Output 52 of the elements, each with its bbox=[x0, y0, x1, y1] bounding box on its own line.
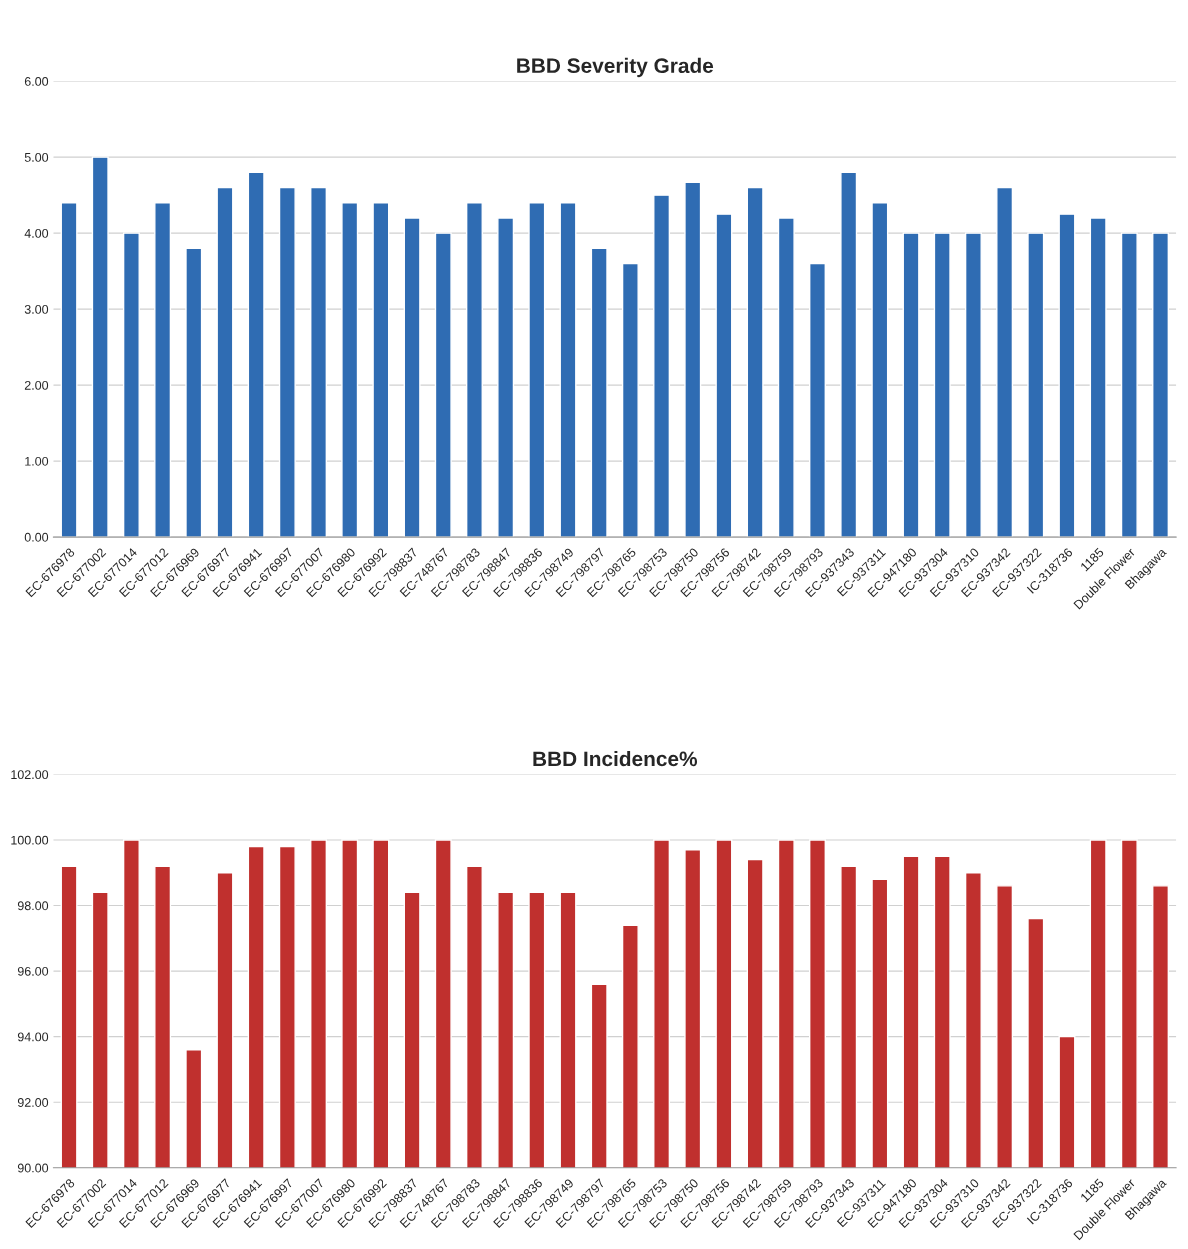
bar bbox=[1152, 232, 1170, 538]
bar bbox=[372, 202, 390, 538]
bar bbox=[684, 181, 702, 538]
y-tick-label: 0.00 bbox=[24, 532, 49, 542]
bar bbox=[216, 186, 234, 538]
bar bbox=[902, 232, 920, 538]
bar bbox=[528, 202, 546, 538]
y-tick-label: 94.00 bbox=[17, 1032, 49, 1042]
bar bbox=[497, 217, 515, 538]
y-tick-label: 4.00 bbox=[24, 228, 49, 238]
bar bbox=[933, 232, 951, 538]
bar bbox=[60, 202, 78, 538]
bar bbox=[1120, 232, 1138, 538]
y-tick-label: 3.00 bbox=[24, 304, 49, 314]
bar bbox=[777, 217, 795, 538]
bar bbox=[91, 156, 109, 538]
bar bbox=[122, 232, 140, 538]
y-tick-label: 92.00 bbox=[17, 1098, 49, 1107]
y-tick-label: 102.00 bbox=[11, 770, 49, 780]
bar bbox=[840, 171, 858, 538]
y-tick-label: 96.00 bbox=[17, 966, 49, 976]
y-tick-label: 90.00 bbox=[17, 1163, 49, 1173]
bar bbox=[278, 186, 296, 538]
chart-title: BBD Severity Grade bbox=[517, 57, 714, 78]
bar bbox=[154, 202, 172, 538]
y-tick-label: 98.00 bbox=[17, 901, 49, 911]
bar bbox=[996, 186, 1014, 538]
y-tick-label: 100.00 bbox=[11, 835, 49, 845]
bar bbox=[653, 194, 671, 538]
bar bbox=[341, 202, 359, 538]
bar bbox=[590, 247, 608, 538]
y-tick-label: 6.00 bbox=[24, 76, 49, 86]
bar bbox=[247, 171, 265, 538]
bar bbox=[310, 186, 328, 538]
bar bbox=[465, 202, 483, 538]
bar bbox=[403, 217, 421, 538]
bar bbox=[1089, 217, 1107, 538]
bar bbox=[621, 262, 639, 538]
bar bbox=[185, 247, 203, 538]
y-tick-label: 2.00 bbox=[24, 380, 49, 390]
y-tick-label: 5.00 bbox=[24, 152, 49, 162]
y-tick-label: 1.00 bbox=[25, 456, 49, 466]
bar bbox=[809, 262, 826, 538]
bar bbox=[871, 202, 889, 538]
bar bbox=[1058, 213, 1076, 538]
bar bbox=[559, 202, 577, 538]
bar bbox=[746, 186, 764, 538]
chart-title: BBD Incidence% bbox=[533, 750, 698, 767]
bar bbox=[715, 213, 733, 538]
bar bbox=[434, 232, 452, 538]
bar bbox=[964, 232, 982, 538]
bar bbox=[1027, 232, 1045, 538]
